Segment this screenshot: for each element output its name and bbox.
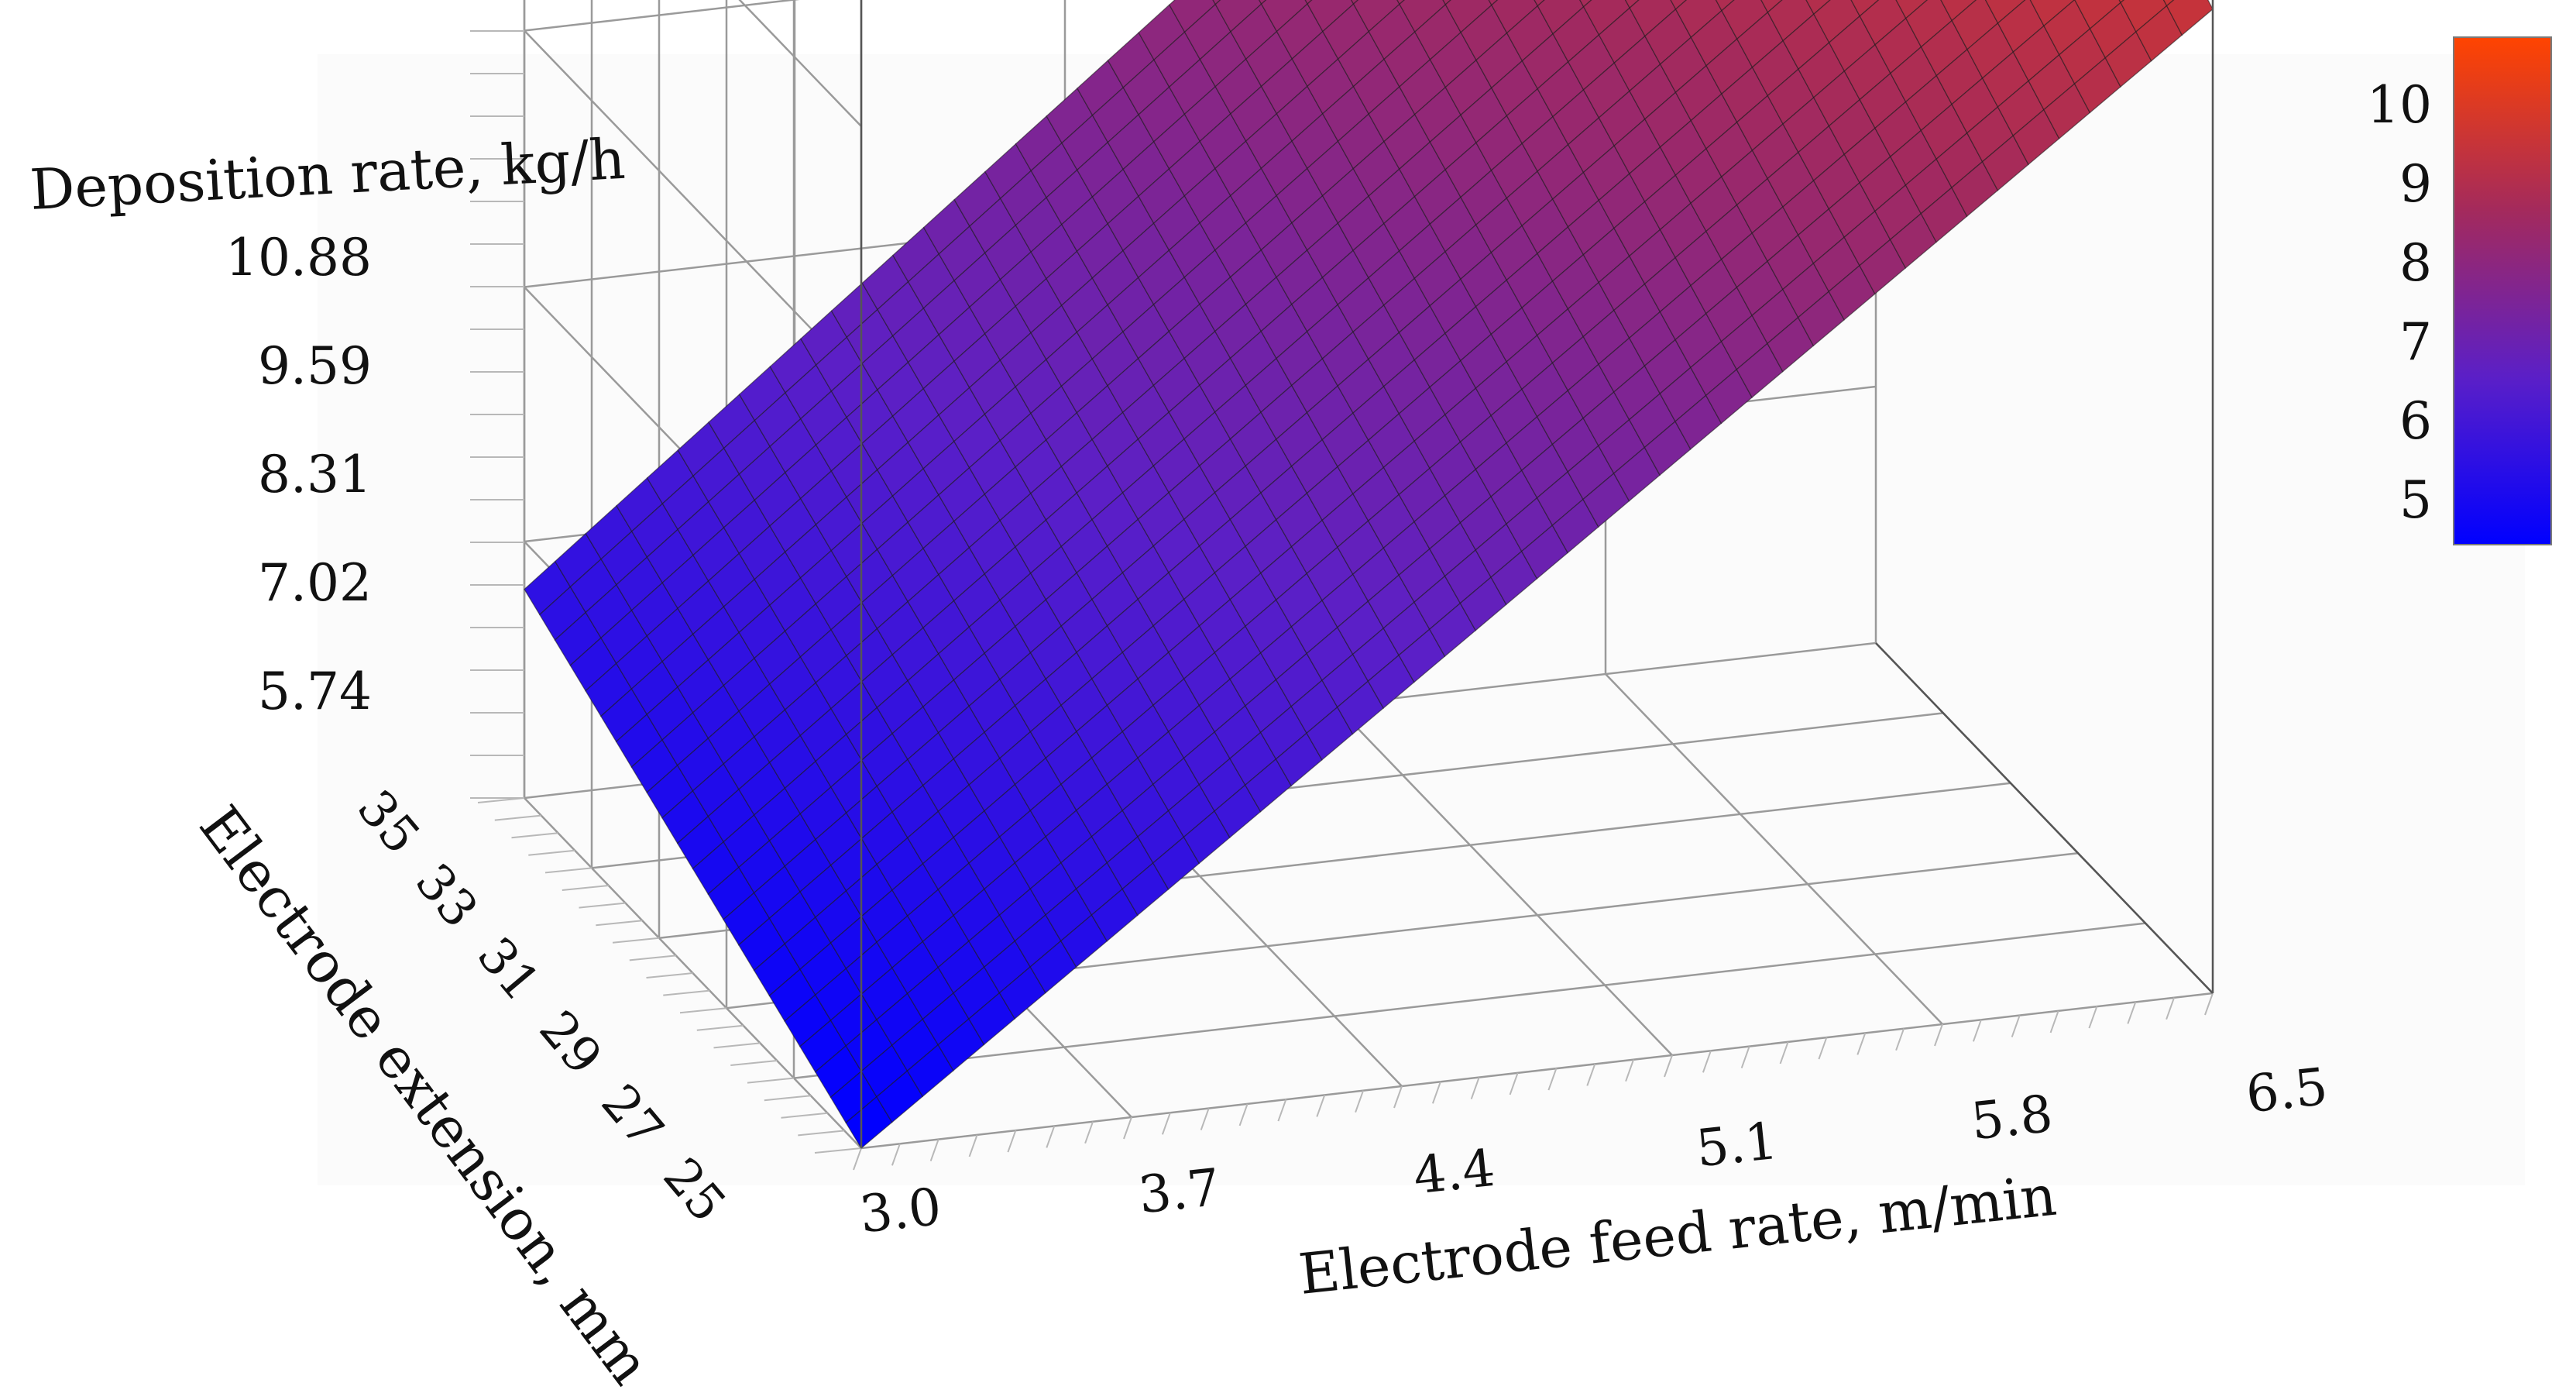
x-minor-tick — [1509, 1072, 1519, 1095]
x-tick-label: 6.5 — [2243, 1057, 2330, 1125]
floor-gridline — [1334, 704, 1673, 1056]
x-minor-tick — [929, 1139, 939, 1161]
x-minor-tick — [853, 1147, 862, 1171]
x-minor-tick — [1586, 1064, 1596, 1086]
x-minor-tick — [1895, 1028, 1905, 1051]
y-minor-tick — [781, 1112, 828, 1119]
x-minor-tick — [1161, 1112, 1171, 1135]
x-minor-tick — [2127, 1002, 2137, 1024]
x-minor-tick — [2204, 992, 2214, 1016]
y-minor-tick — [764, 1095, 811, 1102]
x-minor-tick — [1355, 1090, 1365, 1113]
x-minor-tick — [1470, 1077, 1480, 1099]
x-tick-label: 3.0 — [857, 1177, 943, 1245]
x-minor-tick — [2011, 1015, 2021, 1037]
x-minor-tick — [1856, 1033, 1867, 1055]
y-minor-tick — [747, 1077, 795, 1084]
floor-gridline — [793, 922, 2146, 1079]
y-minor-tick — [612, 937, 660, 944]
surface-patch — [1579, 0, 1592, 8]
colorbar-tick-label: 8 — [2399, 233, 2432, 293]
z-tick-label: 9.59 — [258, 336, 372, 396]
y-minor-tick — [730, 1060, 778, 1066]
x-minor-tick — [1084, 1121, 1094, 1144]
x-minor-tick — [2049, 1010, 2059, 1034]
floor-tick-marks — [470, 30, 2214, 1171]
surface-patch — [1715, 0, 1735, 12]
x-minor-tick — [1664, 1054, 1673, 1078]
x-minor-tick — [1625, 1059, 1635, 1082]
x-minor-tick — [1277, 1099, 1287, 1122]
surface-patch — [1805, 0, 1831, 15]
x-minor-tick — [1123, 1116, 1132, 1140]
surface-mesh — [524, 0, 2214, 1149]
colorbar-gradient — [2453, 36, 2552, 545]
z-tick-label: 10.88 — [225, 228, 372, 287]
x-minor-tick — [1934, 1023, 1943, 1047]
floor-gridline — [860, 992, 2214, 1150]
x-minor-tick — [1393, 1085, 1403, 1109]
x-minor-tick — [1431, 1081, 1441, 1104]
x-minor-tick — [1779, 1041, 1789, 1065]
x-tick-label: 5.1 — [1693, 1111, 1780, 1179]
y-minor-tick — [646, 972, 693, 979]
colorbar-tick-label: 5 — [2399, 470, 2432, 530]
y-minor-tick — [663, 989, 710, 996]
z-tick-label: 7.02 — [258, 553, 372, 613]
x-minor-tick — [2166, 997, 2176, 1020]
y-minor-tick — [814, 1147, 862, 1154]
back-wall-gridline — [524, 0, 800, 32]
colorbar-tick-label: 10 — [2367, 75, 2432, 135]
floor-gridline — [1605, 673, 1943, 1025]
colorbar-tick-label: 6 — [2399, 391, 2432, 451]
box-front-edge — [1875, 642, 2214, 994]
surface-patch — [1760, 0, 1783, 13]
x-minor-tick — [1007, 1130, 1017, 1153]
colorbar: 10 9 8 7 6 5 — [2367, 36, 2552, 545]
x-tick-label: 3.7 — [1135, 1157, 1222, 1226]
surface-patch — [1850, 0, 1880, 17]
side-wall-gridline — [524, 29, 862, 382]
y-minor-tick — [596, 920, 643, 927]
box-front-edges — [860, 0, 2214, 1148]
colorbar-tick-label: 7 — [2399, 312, 2432, 372]
y-minor-tick — [544, 867, 592, 874]
y-minor-tick — [629, 954, 676, 961]
z-tick-label: 5.74 — [258, 662, 372, 721]
x-minor-tick — [1818, 1037, 1828, 1060]
y-minor-tick — [679, 1007, 727, 1014]
surface-patch — [1534, 0, 1545, 7]
x-minor-tick — [1316, 1095, 1326, 1117]
side-wall-gridline — [738, 0, 862, 127]
z-tick-label: 8.31 — [258, 445, 372, 504]
surface-patch — [2166, 0, 2214, 36]
x-minor-tick — [1200, 1108, 1210, 1130]
x-minor-tick — [1972, 1019, 1982, 1042]
colorbar-tick-label: 9 — [2399, 154, 2432, 214]
x-minor-tick — [2088, 1006, 2098, 1029]
x-tick-label: 5.8 — [1968, 1084, 2055, 1152]
x-minor-tick — [1238, 1103, 1249, 1126]
x-minor-tick — [1046, 1126, 1056, 1148]
x-minor-tick — [1702, 1050, 1712, 1073]
y-minor-tick — [696, 1024, 744, 1031]
y-minor-tick — [528, 849, 575, 856]
y-minor-tick — [579, 902, 626, 909]
surface-patch — [1624, 0, 1640, 9]
x-minor-tick — [891, 1143, 901, 1166]
x-minor-tick — [968, 1134, 978, 1157]
y-minor-tick — [713, 1042, 761, 1049]
y-minor-tick — [511, 832, 558, 839]
x-minor-tick — [1547, 1068, 1558, 1091]
surface-patch — [1670, 0, 1688, 10]
x-tick-label: 4.4 — [1410, 1138, 1497, 1206]
y-minor-tick — [798, 1130, 845, 1137]
y-minor-tick — [562, 885, 609, 891]
x-minor-tick — [1740, 1046, 1750, 1068]
y-minor-tick — [494, 814, 541, 821]
